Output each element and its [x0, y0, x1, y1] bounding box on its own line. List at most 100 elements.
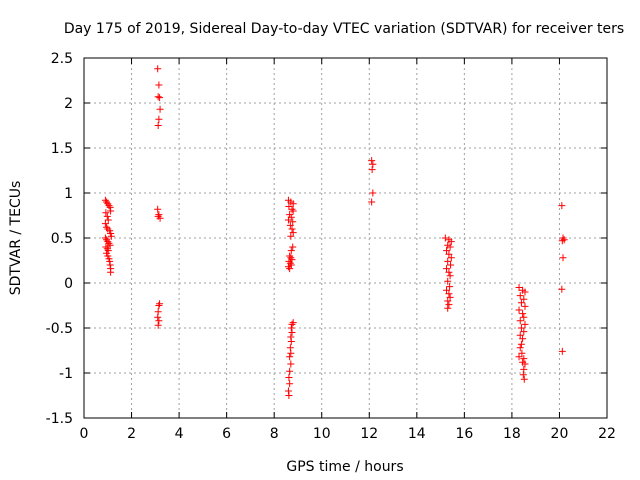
y-tick-label: 0: [64, 276, 73, 292]
data-point: [520, 355, 528, 363]
data-point: [515, 353, 523, 361]
data-point: [520, 313, 528, 321]
data-point: [521, 360, 529, 368]
data-point: [520, 375, 528, 383]
data-point: [560, 236, 568, 244]
data-point: [518, 349, 526, 357]
data-point: [287, 261, 295, 269]
data-point: [105, 239, 113, 247]
data-point: [103, 223, 111, 231]
data-point: [287, 232, 295, 240]
data-point: [286, 265, 294, 273]
x-tick-label: 4: [175, 426, 184, 442]
data-point: [155, 211, 163, 219]
data-point: [285, 392, 293, 399]
data-point: [445, 250, 453, 258]
data-point: [447, 238, 455, 246]
x-tick-label: 10: [313, 426, 331, 442]
data-point: [517, 324, 525, 332]
data-point: [284, 216, 292, 224]
axis-ticks: 0 2 4 6 8 10 12 14 16 18 20 22 -1.5 -1 -0.5 0 0.5 1 1.5 2 2.…: [46, 51, 616, 442]
data-point: [286, 221, 294, 229]
y-tick-label: -0.5: [46, 321, 73, 337]
data-point: [104, 238, 112, 246]
data-point: [446, 243, 454, 251]
data-point: [558, 347, 566, 355]
data-point: [288, 256, 296, 264]
data-point: [289, 243, 297, 251]
data-point: [155, 302, 163, 309]
data-point: [286, 380, 294, 388]
data-point: [521, 302, 529, 310]
y-tick-label: 2.5: [51, 51, 73, 67]
data-point: [445, 290, 453, 298]
data-point: [558, 285, 566, 293]
data-point: [103, 236, 111, 244]
x-tick-label: 14: [408, 426, 426, 442]
x-tick-label: 22: [598, 426, 616, 442]
data-point: [288, 320, 296, 328]
data-point: [443, 286, 451, 294]
data-point: [106, 241, 114, 249]
data-point: [101, 196, 109, 204]
data-point: [105, 202, 113, 210]
data-point: [368, 198, 376, 206]
data-point: [101, 234, 109, 242]
data-point: [559, 254, 567, 262]
data-point: [156, 214, 164, 222]
data-point: [516, 331, 524, 339]
data-point: [444, 304, 452, 312]
data-point: [103, 198, 111, 206]
data-point: [286, 259, 294, 267]
data-point: [286, 252, 294, 260]
y-tick-label: -1: [59, 366, 73, 382]
data-point: [156, 300, 164, 308]
data-point: [521, 320, 529, 328]
y-tick-label: 1: [64, 186, 73, 202]
grid-lines: [84, 58, 607, 418]
data-points: [101, 65, 568, 399]
data-point: [519, 310, 527, 318]
y-tick-label: -1.5: [46, 411, 73, 427]
data-point: [515, 306, 523, 314]
y-tick-label: 1.5: [51, 141, 73, 157]
plot-frame: [83, 57, 608, 419]
data-point: [444, 297, 452, 305]
data-point: [444, 277, 452, 285]
data-point: [288, 205, 296, 213]
data-point: [102, 209, 110, 217]
data-point: [519, 335, 527, 343]
data-point: [441, 234, 449, 242]
data-point: [287, 338, 295, 345]
data-point: [103, 212, 111, 220]
data-point: [446, 272, 454, 280]
data-point: [516, 317, 524, 325]
data-point: [516, 292, 524, 300]
y-axis-label: SDTVAR / TECUs: [8, 181, 24, 296]
data-point: [444, 257, 452, 265]
data-point: [447, 254, 455, 262]
data-point: [520, 295, 528, 303]
data-point: [519, 371, 527, 379]
data-point: [107, 232, 115, 240]
data-point: [446, 283, 454, 291]
data-point: [154, 65, 162, 73]
data-point: [287, 360, 295, 368]
data-point: [517, 299, 525, 307]
data-point: [289, 200, 297, 208]
data-point: [289, 229, 297, 237]
data-point: [154, 122, 162, 129]
data-point: [369, 160, 377, 168]
data-point: [287, 247, 295, 255]
data-point: [154, 205, 162, 213]
y-tick-label: 0.5: [51, 231, 73, 247]
data-point: [104, 216, 112, 224]
data-point: [288, 329, 296, 336]
data-point: [154, 321, 162, 329]
data-point: [155, 81, 163, 89]
data-point: [107, 268, 115, 276]
data-point: [445, 268, 453, 276]
data-point: [286, 367, 294, 375]
data-point: [103, 245, 111, 253]
